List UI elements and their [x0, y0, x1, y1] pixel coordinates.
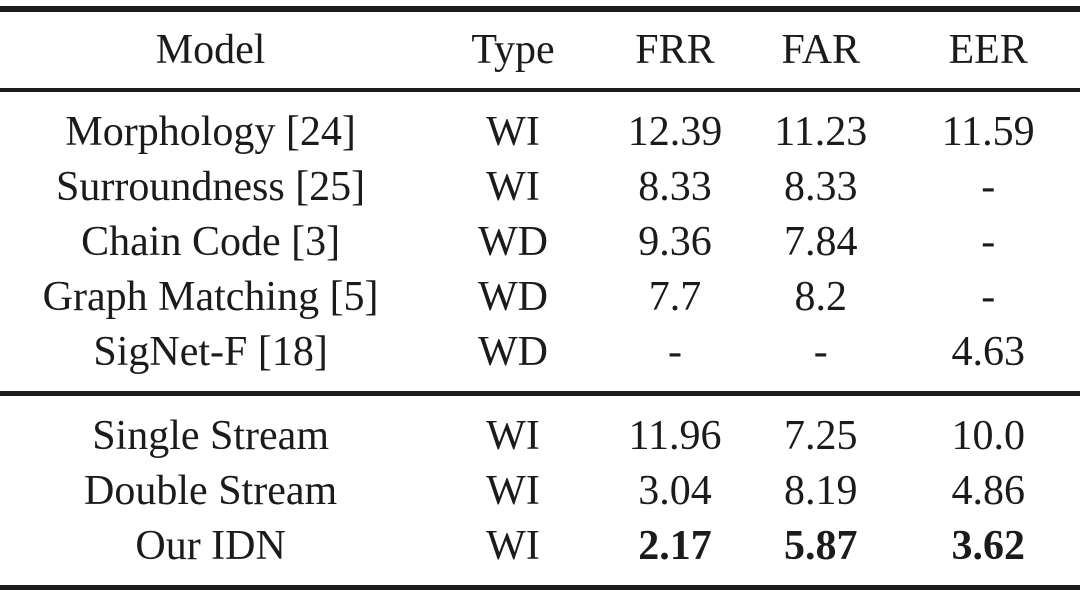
cell-model: Surroundness [25] — [56, 163, 366, 210]
table-row: Morphology [24] WI 12.39 11.23 11.59 — [0, 90, 1080, 159]
cell-type: WD — [478, 218, 548, 265]
cell-far: - — [813, 328, 828, 375]
cell-eer: 11.59 — [941, 108, 1035, 155]
proposed-method-section: Single Stream WI 11.96 7.25 10.0 Double … — [0, 393, 1080, 588]
cell-eer: 4.63 — [951, 328, 1025, 375]
cell-far: 8.2 — [794, 273, 848, 320]
cell-frr: 8.33 — [638, 163, 712, 210]
cell-type: WI — [486, 412, 540, 459]
cell-type: WI — [486, 467, 540, 514]
prior-work-section: Morphology [24] WI 12.39 11.23 11.59 Sur… — [0, 90, 1080, 394]
cell-frr: 2.17 — [638, 522, 712, 569]
results-table: Model Type FRR FAR EER Morphology [24] W… — [0, 6, 1080, 590]
cell-far: 5.87 — [784, 522, 858, 569]
table-row: Graph Matching [5] WD 7.7 8.2 - — [0, 269, 1080, 324]
cell-type: WI — [486, 522, 540, 569]
table-row-our-idn: Our IDN WI 2.17 5.87 3.62 — [0, 518, 1080, 588]
cell-eer: - — [981, 163, 996, 210]
cell-model: Morphology [24] — [65, 108, 356, 155]
column-header-far: FAR — [781, 27, 861, 73]
cell-model: Single Stream — [92, 412, 329, 459]
cell-far: 8.19 — [784, 467, 858, 514]
cell-model: Double Stream — [84, 467, 338, 514]
cell-type: WD — [478, 328, 548, 375]
cell-frr: - — [667, 328, 682, 375]
header-row: Model Type FRR FAR EER — [0, 9, 1080, 90]
column-header-frr: FRR — [635, 27, 715, 73]
cell-type: WI — [486, 163, 540, 210]
cell-eer: 3.62 — [951, 522, 1025, 569]
cell-far: 7.84 — [784, 218, 858, 265]
cell-model: SigNet-F [18] — [93, 328, 328, 375]
table-row: SigNet-F [18] WD - - 4.63 — [0, 324, 1080, 394]
cell-eer: 10.0 — [951, 412, 1025, 459]
cell-eer: 4.86 — [951, 467, 1025, 514]
cell-frr: 7.7 — [648, 273, 702, 320]
cell-far: 11.23 — [774, 108, 868, 155]
cell-model: Chain Code [3] — [81, 218, 341, 265]
column-header-eer: EER — [948, 27, 1028, 73]
cell-type: WI — [486, 108, 540, 155]
column-header-model: Model — [155, 27, 266, 73]
table-header: Model Type FRR FAR EER — [0, 9, 1080, 90]
table-row: Surroundness [25] WI 8.33 8.33 - — [0, 159, 1080, 214]
cell-eer: - — [981, 218, 996, 265]
cell-frr: 11.96 — [628, 412, 722, 459]
cell-far: 8.33 — [784, 163, 858, 210]
cell-frr: 3.04 — [638, 467, 712, 514]
table-row: Double Stream WI 3.04 8.19 4.86 — [0, 463, 1080, 518]
cell-type: WD — [478, 273, 548, 320]
cell-far: 7.25 — [784, 412, 858, 459]
cell-model: Our IDN — [135, 522, 286, 569]
table-row: Single Stream WI 11.96 7.25 10.0 — [0, 394, 1080, 464]
cell-frr: 12.39 — [627, 108, 723, 155]
cell-model: Graph Matching [5] — [42, 273, 379, 320]
cell-eer: - — [981, 273, 996, 320]
table-row: Chain Code [3] WD 9.36 7.84 - — [0, 214, 1080, 269]
column-header-type: Type — [471, 27, 555, 73]
cell-frr: 9.36 — [638, 218, 712, 265]
